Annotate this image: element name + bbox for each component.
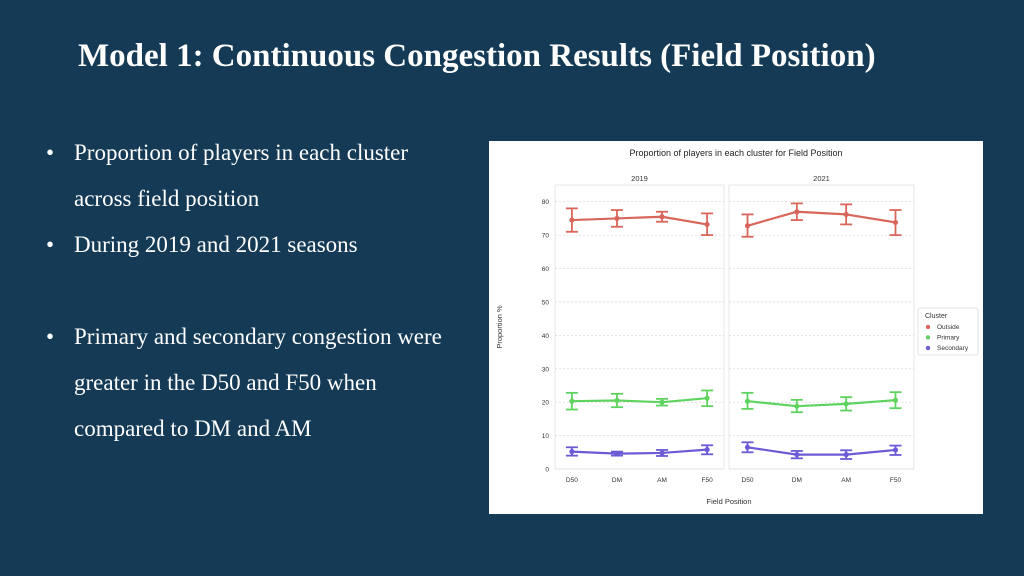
legend-marker: [925, 335, 931, 340]
legend-entry: Primary: [937, 335, 960, 342]
y-tick-label: 50: [542, 299, 550, 306]
data-point: [569, 398, 575, 404]
data-point: [843, 401, 849, 407]
data-point: [569, 217, 575, 223]
y-tick-label: 80: [542, 199, 550, 206]
bullet-item: • Proportion of players in each cluster …: [46, 130, 466, 222]
x-tick-label: AM: [841, 477, 851, 484]
data-point: [794, 403, 800, 409]
legend-box: [917, 307, 979, 356]
series-line: [571, 397, 708, 404]
legend-marker: [925, 345, 931, 351]
legend-entry: Secondary: [937, 345, 969, 352]
data-point: [794, 209, 800, 215]
x-axis-label: Field Position: [706, 497, 751, 506]
data-point: [704, 447, 710, 453]
legend-title: Cluster: [925, 313, 948, 320]
legend-marker: [925, 324, 931, 330]
x-tick-label: DM: [792, 477, 802, 484]
y-tick-label: 10: [542, 433, 550, 440]
chart-svg: Proportion of players in each cluster fo…: [495, 148, 979, 506]
y-axis-label: Proportion %: [495, 305, 504, 349]
y-tick-label: 30: [542, 366, 550, 373]
series-line: [747, 446, 896, 456]
data-point: [794, 452, 800, 458]
data-point: [614, 215, 620, 222]
series-line: [571, 215, 708, 226]
data-point: [744, 398, 751, 404]
data-point: [614, 451, 620, 457]
x-tick-label: D50: [742, 477, 754, 484]
data-point: [892, 397, 899, 403]
bullet-item: • During 2019 and 2021 seasons: [46, 222, 466, 268]
x-tick-label: F50: [701, 477, 713, 484]
y-tick-label: 0: [545, 467, 549, 474]
panel-title: 2019: [631, 174, 648, 183]
series-line: [571, 448, 708, 455]
x-tick-label: F50: [890, 477, 902, 484]
data-point: [892, 447, 899, 453]
bullet-text: Primary and secondary congestion were gr…: [74, 324, 442, 441]
chart-title: Proportion of players in each cluster fo…: [629, 148, 842, 158]
slide-title: Model 1: Continuous Congestion Results (…: [78, 38, 876, 74]
x-tick-label: D50: [566, 477, 578, 484]
bullet-dot: •: [46, 140, 55, 165]
panel-frame: [728, 184, 915, 470]
bullet-text: Proportion of players in each cluster ac…: [74, 140, 409, 211]
legend-entry: Outside: [937, 324, 960, 331]
data-point: [843, 452, 849, 458]
series-line: [747, 399, 896, 408]
bullet-dot: •: [46, 232, 55, 257]
data-point: [704, 395, 710, 401]
panel-frame: [554, 184, 725, 470]
data-point: [659, 399, 665, 405]
bullet-text: During 2019 and 2021 seasons: [74, 232, 358, 257]
data-point: [659, 450, 665, 456]
y-tick-label: 70: [542, 233, 550, 240]
series-line: [747, 210, 896, 227]
data-point: [744, 223, 751, 229]
data-point: [569, 449, 575, 455]
bullet-dot: •: [46, 324, 55, 349]
bullet-item: • Primary and secondary congestion were …: [46, 314, 466, 452]
data-point: [843, 211, 849, 218]
data-point: [744, 444, 751, 450]
x-tick-label: DM: [612, 477, 622, 484]
x-tick-label: AM: [657, 477, 667, 484]
panel-title: 2021: [813, 174, 830, 183]
data-point: [614, 397, 620, 404]
data-point: [892, 219, 899, 226]
data-point: [704, 221, 710, 228]
bullet-list: • Proportion of players in each cluster …: [46, 130, 466, 452]
y-tick-label: 20: [542, 400, 550, 407]
data-point: [659, 214, 665, 220]
y-tick-label: 40: [542, 333, 550, 340]
y-tick-label: 60: [542, 266, 550, 273]
chart-figure: Proportion of players in each cluster fo…: [489, 141, 983, 514]
